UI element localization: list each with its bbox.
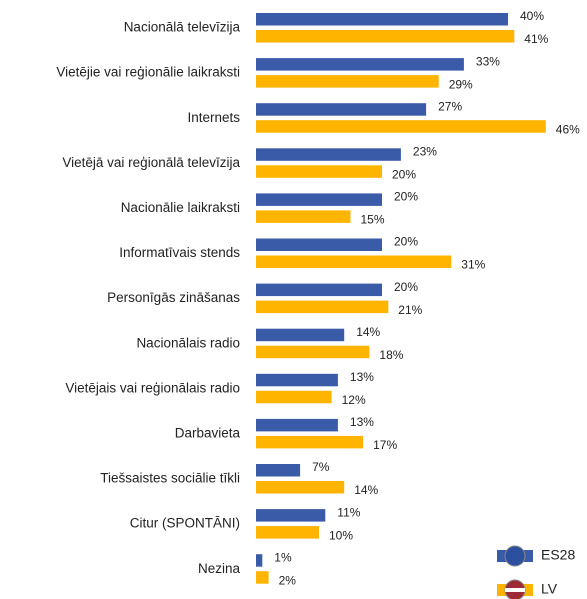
category-label: Vietējā vai reģionālā televīzija <box>62 155 240 170</box>
value-label: 11% <box>337 505 360 519</box>
bar <box>256 283 382 297</box>
legend-item: LV <box>497 579 558 599</box>
bar <box>256 120 546 133</box>
category-label: Tiešsaistes sociālie tīkli <box>100 471 240 486</box>
legend-label: LV <box>541 581 558 597</box>
value-label: 2% <box>279 573 297 587</box>
value-label: 40% <box>520 9 544 23</box>
category-label: Nacionālie laikraksti <box>121 200 240 215</box>
value-label: 20% <box>394 280 418 294</box>
category-label: Internets <box>187 110 240 125</box>
value-label: 41% <box>524 32 548 46</box>
value-label: 29% <box>449 77 473 91</box>
value-label: 12% <box>342 393 366 407</box>
bar <box>256 554 263 567</box>
value-label: 13% <box>350 415 374 429</box>
value-label: 46% <box>556 122 580 136</box>
value-label: 20% <box>394 190 418 204</box>
bar <box>256 390 332 404</box>
category-label: Nacionālā televīzija <box>124 20 241 35</box>
legend-label: ES28 <box>541 547 575 563</box>
legend-item: ES28 <box>497 545 575 567</box>
legend-icon <box>504 545 526 567</box>
bar <box>256 103 427 116</box>
bar <box>256 193 382 206</box>
value-label: 1% <box>274 550 292 564</box>
value-label: 20% <box>392 167 416 181</box>
bar <box>256 300 389 314</box>
bar <box>256 481 345 494</box>
bar <box>256 148 401 161</box>
bar <box>256 509 326 522</box>
category-label: Informatīvais stends <box>119 245 240 260</box>
bar <box>256 373 338 387</box>
value-label: 33% <box>476 54 500 68</box>
category-label: Darbavieta <box>175 425 241 440</box>
value-label: 7% <box>312 460 330 474</box>
bar <box>256 418 338 432</box>
value-label: 17% <box>373 438 397 452</box>
bar <box>256 345 370 359</box>
category-label: Citur (SPONTĀNI) <box>130 516 240 531</box>
category-label: Nacionālais radio <box>136 335 240 350</box>
category-label: Vietējais vai reģionālais radio <box>65 380 240 395</box>
bar <box>256 328 345 342</box>
legend-icon-stripe <box>505 588 525 592</box>
value-label: 20% <box>394 235 418 249</box>
bar <box>256 75 439 88</box>
value-label: 31% <box>461 258 485 272</box>
bar <box>256 58 464 71</box>
value-label: 14% <box>354 483 378 497</box>
bar <box>256 238 382 251</box>
bar <box>256 13 508 26</box>
value-label: 21% <box>398 303 422 317</box>
category-label: Nezina <box>198 561 241 576</box>
bar <box>256 526 319 539</box>
value-label: 13% <box>350 370 374 384</box>
value-label: 18% <box>379 348 403 362</box>
bar <box>256 30 515 43</box>
value-label: 15% <box>361 213 385 227</box>
bar <box>256 464 301 477</box>
category-label: Vietējie vai reģionālie laikraksti <box>56 65 240 80</box>
category-label: Personīgās zināšanas <box>107 290 240 305</box>
bar <box>256 255 452 268</box>
bar <box>256 571 269 584</box>
value-label: 23% <box>413 144 437 158</box>
value-label: 10% <box>329 528 353 542</box>
value-label: 27% <box>438 99 462 113</box>
value-label: 14% <box>356 325 380 339</box>
bar <box>256 435 364 449</box>
bar <box>256 165 382 178</box>
bar <box>256 210 351 223</box>
